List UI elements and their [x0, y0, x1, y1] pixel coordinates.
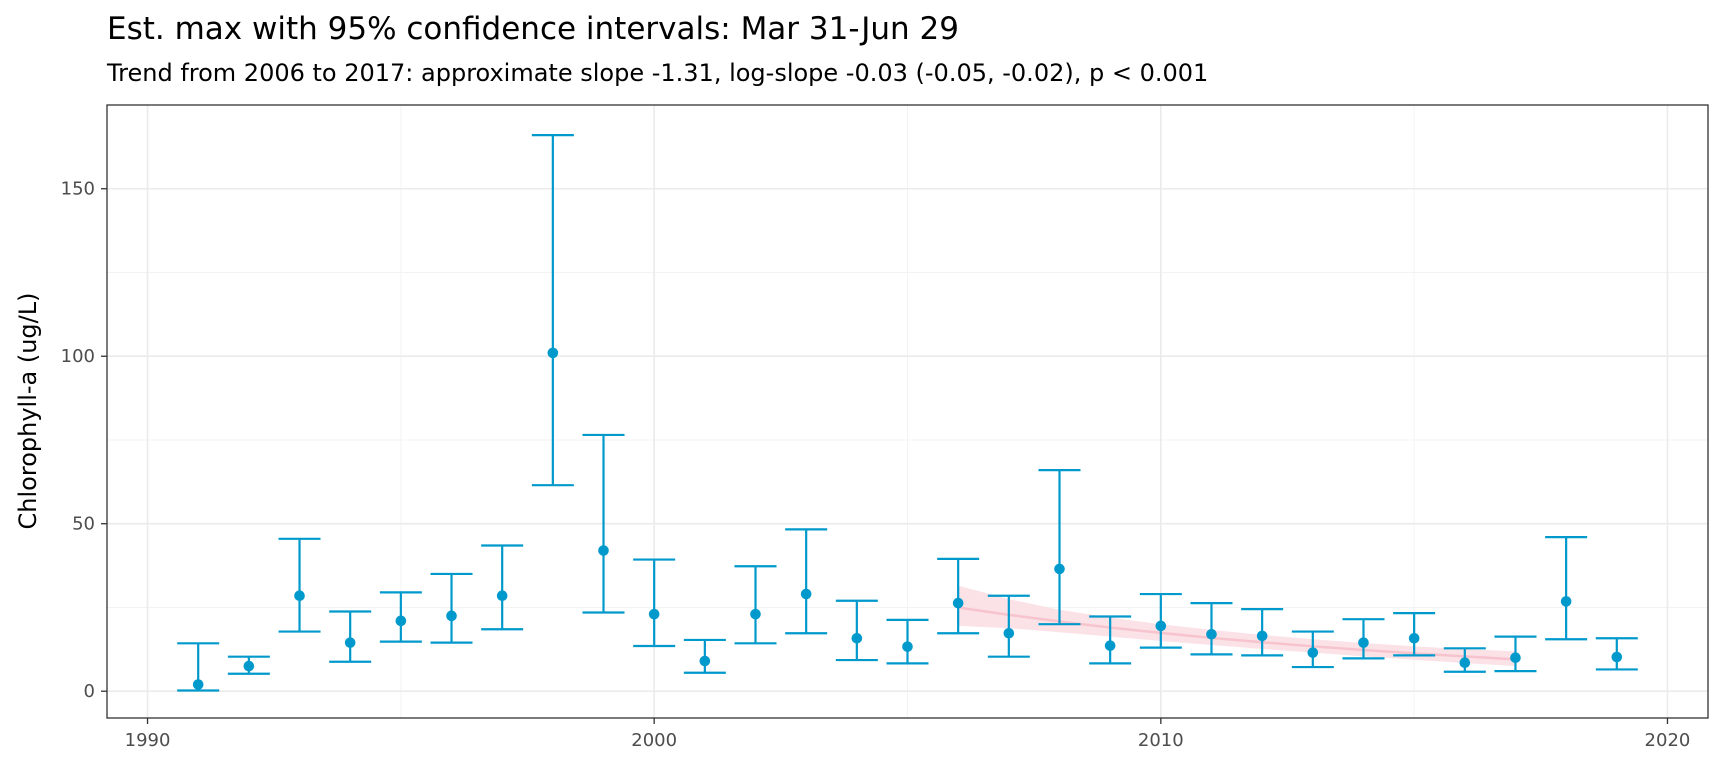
x-tick-label: 2010	[1138, 730, 1184, 751]
data-point	[547, 347, 559, 359]
data-point	[192, 679, 204, 690]
error-bar	[987, 594, 1030, 658]
data-point	[1206, 628, 1217, 640]
data-point	[598, 545, 609, 556]
plot-panel-border	[106, 104, 1709, 719]
data-point	[496, 590, 508, 602]
y-axis: 0 50 100 150	[61, 179, 107, 702]
y-axis-title: Chlorophyll-a (ug/L)	[14, 293, 42, 530]
minor-gridlines	[107, 105, 1708, 718]
data-point	[851, 632, 863, 644]
data-point	[1307, 647, 1319, 658]
trend-line	[957, 606, 1516, 661]
error-bar	[937, 557, 980, 635]
data-point	[1560, 596, 1572, 607]
x-axis: 1990 2000 2010 2020	[125, 718, 1691, 751]
error-bar	[481, 544, 524, 631]
error-bar	[1089, 615, 1132, 665]
data-point	[699, 655, 711, 667]
data-point	[1358, 637, 1369, 648]
data-point	[1003, 627, 1015, 639]
error-bar	[1545, 536, 1588, 641]
y-tick-label: 0	[84, 681, 95, 702]
data-point	[1104, 640, 1116, 651]
data-point	[1155, 620, 1167, 632]
error-bar	[633, 558, 676, 648]
data-point	[1611, 651, 1623, 663]
data-point	[1408, 632, 1420, 644]
data-point	[1459, 657, 1471, 669]
chart-title: Est. max with 95% confidence intervals: …	[107, 11, 959, 47]
trend-confidence-band	[958, 585, 1516, 667]
y-tick-label: 50	[72, 514, 95, 535]
y-tick-label: 100	[61, 346, 95, 367]
error-bar	[734, 565, 777, 645]
data-point	[648, 608, 660, 620]
data-point	[1256, 630, 1268, 642]
data-point	[1054, 563, 1065, 575]
y-tick-label: 150	[61, 179, 95, 200]
x-tick-label: 1990	[125, 730, 171, 751]
x-tick-label: 2020	[1645, 730, 1691, 751]
data-point	[902, 641, 913, 652]
data-point	[294, 590, 305, 602]
chart-subtitle: Trend from 2006 to 2017: approximate slo…	[106, 59, 1208, 87]
trend-layer	[957, 585, 1516, 667]
major-gridlines	[107, 105, 1708, 718]
data-point	[446, 610, 457, 622]
error-bar	[329, 610, 372, 663]
error-bar	[785, 528, 828, 635]
error-bar	[430, 572, 473, 644]
data-point	[952, 597, 964, 609]
data-point	[243, 660, 255, 672]
data-point	[395, 615, 407, 627]
error-bar	[531, 134, 574, 487]
error-bar	[835, 599, 878, 662]
data-point	[750, 608, 761, 620]
error-bar	[1038, 469, 1081, 626]
error-bar	[582, 433, 625, 614]
data-point	[344, 637, 356, 648]
error-bar	[278, 537, 321, 633]
data-point	[1510, 652, 1521, 664]
data-point	[800, 588, 812, 600]
data-points	[192, 347, 1623, 690]
error-bar	[1190, 602, 1233, 656]
x-tick-label: 2000	[631, 730, 677, 751]
